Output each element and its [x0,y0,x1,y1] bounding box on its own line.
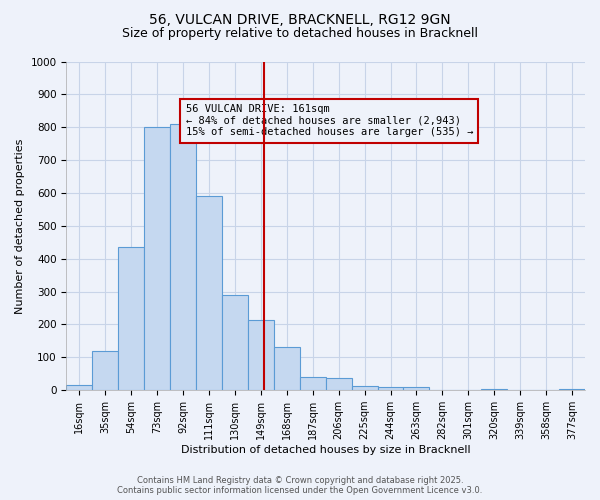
Bar [248,320,274,390]
Bar [300,377,326,390]
Bar [170,124,196,390]
Y-axis label: Number of detached properties: Number of detached properties [15,138,25,314]
Bar [481,388,507,390]
Bar [352,386,377,390]
Text: Contains HM Land Registry data © Crown copyright and database right 2025.
Contai: Contains HM Land Registry data © Crown c… [118,476,482,495]
Bar [377,387,403,390]
Bar [222,295,248,390]
Text: Size of property relative to detached houses in Bracknell: Size of property relative to detached ho… [122,28,478,40]
Bar [274,348,300,390]
Text: 56, VULCAN DRIVE, BRACKNELL, RG12 9GN: 56, VULCAN DRIVE, BRACKNELL, RG12 9GN [149,12,451,26]
Bar [403,387,430,390]
Bar [559,388,585,390]
Bar [92,351,118,390]
Bar [144,127,170,390]
Bar [326,378,352,390]
Bar [196,196,222,390]
Bar [67,386,92,390]
Text: 56 VULCAN DRIVE: 161sqm
← 84% of detached houses are smaller (2,943)
15% of semi: 56 VULCAN DRIVE: 161sqm ← 84% of detache… [185,104,473,138]
X-axis label: Distribution of detached houses by size in Bracknell: Distribution of detached houses by size … [181,445,470,455]
Bar [118,247,144,390]
